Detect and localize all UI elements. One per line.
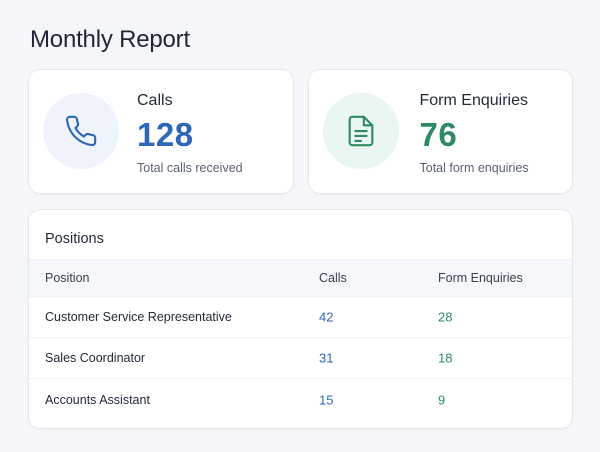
calls-icon-badge (43, 93, 119, 169)
position-forms: 18 (438, 350, 453, 366)
position-forms: 28 (438, 309, 453, 325)
forms-label: Form Enquiries (419, 92, 528, 109)
position-calls: 42 (319, 309, 334, 325)
column-header-calls: Calls (319, 271, 347, 285)
position-name: Sales Coordinator (45, 351, 146, 365)
forms-value: 76 (419, 116, 458, 153)
document-icon (348, 115, 373, 147)
position-calls: 31 (319, 350, 334, 366)
calls-subtitle: Total calls received (137, 161, 243, 175)
positions-title: Positions (45, 231, 104, 247)
positions-table: Position Calls Form Enquiries Customer S… (29, 259, 572, 420)
calls-stat-card: Calls 128 Total calls received (28, 69, 294, 194)
table-row: Sales Coordinator 31 18 (29, 338, 572, 379)
column-header-position: Position (45, 271, 90, 285)
position-calls: 15 (319, 392, 334, 407)
forms-subtitle: Total form enquiries (419, 161, 529, 175)
table-row: Accounts Assistant 15 9 (29, 379, 572, 420)
forms-icon-badge (322, 93, 399, 169)
position-name: Customer Service Representative (45, 310, 232, 324)
table-header: Position Calls Form Enquiries (29, 259, 572, 297)
forms-stat-card: Form Enquiries 76 Total form enquiries (307, 69, 573, 194)
position-forms: 9 (438, 392, 446, 407)
page-title: Monthly Report (30, 26, 190, 53)
calls-label: Calls (137, 92, 173, 109)
table-row: Customer Service Representative 42 28 (29, 297, 572, 338)
position-name: Accounts Assistant (45, 392, 150, 407)
stats-row: Calls 128 Total calls received Form Enqu… (28, 69, 573, 194)
calls-value: 128 (137, 116, 194, 153)
column-header-forms: Form Enquiries (438, 271, 523, 285)
positions-card: Positions Position Calls Form Enquiries … (28, 209, 573, 429)
phone-icon (65, 115, 97, 147)
